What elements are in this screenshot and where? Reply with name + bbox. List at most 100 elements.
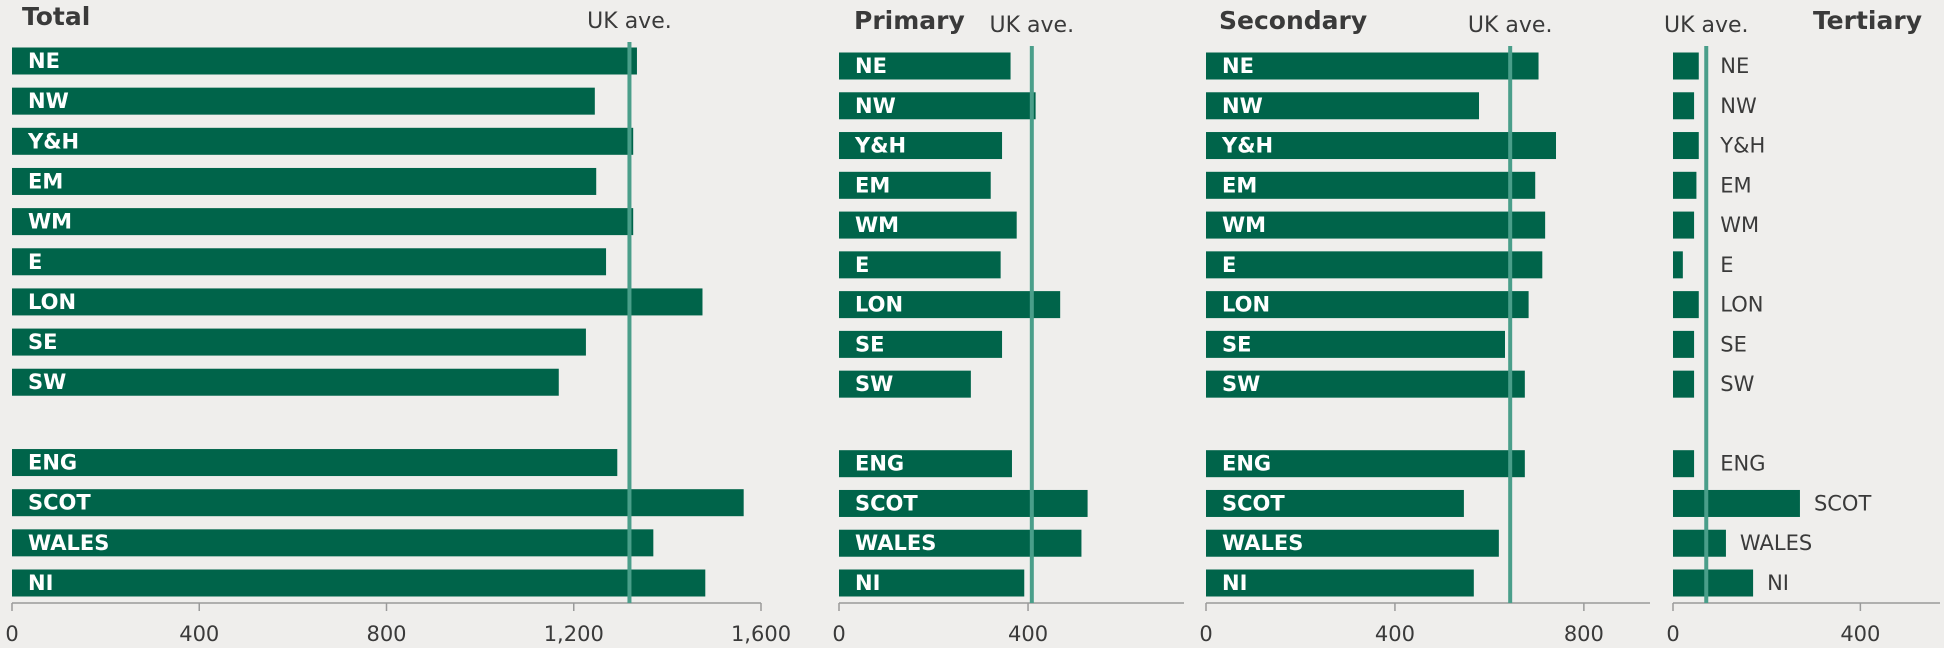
- bar: [839, 171, 991, 199]
- category-label: Y&H: [854, 134, 906, 158]
- bar: [1206, 569, 1474, 597]
- bar: [1673, 132, 1699, 160]
- bar: [1673, 569, 1754, 597]
- category-label: SE: [28, 330, 57, 354]
- bar: [839, 251, 1001, 279]
- bar: [1206, 132, 1557, 160]
- category-label: NI: [1767, 571, 1789, 595]
- bar: [1206, 52, 1539, 80]
- category-label: EM: [855, 173, 890, 197]
- category-label: SW: [28, 370, 66, 394]
- bar: [1673, 489, 1800, 517]
- x-tick-label: 0: [5, 622, 18, 646]
- category-label: ENG: [1222, 452, 1271, 476]
- bar: [12, 248, 607, 276]
- category-label: SCOT: [28, 491, 91, 515]
- bar: [12, 288, 703, 316]
- category-label: NI: [855, 571, 880, 595]
- category-label: WALES: [855, 531, 936, 555]
- category-label: EM: [1222, 173, 1257, 197]
- bar: [12, 449, 618, 477]
- bar: [1206, 529, 1499, 557]
- panel-title: Primary: [854, 6, 965, 35]
- bar: [12, 47, 637, 75]
- x-tick-label: 400: [1840, 622, 1880, 646]
- category-label: Y&H: [1719, 134, 1765, 158]
- bar: [12, 529, 654, 557]
- bar: [1673, 291, 1699, 319]
- category-label: EM: [28, 169, 63, 193]
- category-label: SW: [1720, 372, 1754, 396]
- bar: [1206, 92, 1480, 120]
- bar: [1206, 211, 1546, 239]
- category-label: NE: [28, 49, 60, 73]
- bar: [839, 211, 1017, 239]
- bar: [839, 569, 1025, 597]
- category-label: LON: [1720, 293, 1763, 317]
- panel-title: Tertiary: [1813, 6, 1922, 35]
- category-label: NW: [1720, 94, 1757, 118]
- reference-label: UK ave.: [587, 9, 672, 34]
- category-label: NE: [1222, 54, 1254, 78]
- bar: [839, 529, 1082, 557]
- bar: [12, 167, 597, 195]
- category-label: SW: [855, 372, 893, 396]
- bar: [12, 569, 706, 597]
- bar: [1673, 52, 1699, 80]
- bar: [12, 489, 744, 517]
- bar: [839, 370, 971, 398]
- reference-label: UK ave.: [1468, 13, 1553, 38]
- bar: [839, 330, 1003, 358]
- bar: [12, 127, 634, 155]
- x-tick-label: 1,200: [544, 622, 604, 646]
- category-label: WALES: [1222, 531, 1303, 555]
- bar: [1673, 450, 1695, 478]
- panel-title: Total: [22, 2, 90, 31]
- category-label: ENG: [28, 451, 77, 475]
- category-label: NW: [855, 94, 896, 118]
- bar: [12, 87, 595, 115]
- category-label: WM: [1720, 213, 1759, 237]
- bar: [839, 450, 1012, 478]
- category-label: SCOT: [855, 491, 918, 515]
- bar: [12, 328, 586, 356]
- reference-label: UK ave.: [1664, 13, 1749, 38]
- category-label: SE: [1720, 332, 1747, 356]
- panel-title: Secondary: [1219, 6, 1367, 35]
- category-label: NE: [1720, 54, 1749, 78]
- bar: [1673, 92, 1695, 120]
- x-tick-label: 400: [179, 622, 219, 646]
- category-label: NW: [1222, 94, 1263, 118]
- x-tick-label: 0: [1199, 622, 1212, 646]
- category-label: SW: [1222, 372, 1260, 396]
- category-label: Y&H: [27, 129, 79, 153]
- bar: [839, 132, 1003, 160]
- category-label: NI: [1222, 571, 1247, 595]
- bar: [1206, 489, 1464, 517]
- category-label: ENG: [1720, 452, 1765, 476]
- category-label: WM: [855, 213, 899, 237]
- category-label: SCOT: [1814, 491, 1872, 515]
- bar: [839, 52, 1011, 80]
- reference-label: UK ave.: [990, 13, 1075, 38]
- bar: [1206, 450, 1525, 478]
- category-label: LON: [855, 293, 903, 317]
- category-label: E: [1720, 253, 1733, 277]
- category-label: NI: [28, 571, 53, 595]
- category-label: SE: [855, 332, 884, 356]
- bar: [12, 368, 559, 396]
- category-label: WALES: [28, 531, 109, 555]
- category-label: LON: [1222, 293, 1270, 317]
- category-label: WM: [28, 210, 72, 234]
- bar: [1673, 171, 1697, 199]
- bar: [839, 92, 1036, 120]
- bar: [1673, 370, 1695, 398]
- category-label: WM: [1222, 213, 1266, 237]
- category-label: ENG: [855, 452, 904, 476]
- bar: [1673, 251, 1683, 279]
- bar: [1673, 330, 1695, 358]
- category-label: E: [28, 250, 42, 274]
- bar: [1206, 330, 1505, 358]
- x-tick-label: 400: [1375, 622, 1415, 646]
